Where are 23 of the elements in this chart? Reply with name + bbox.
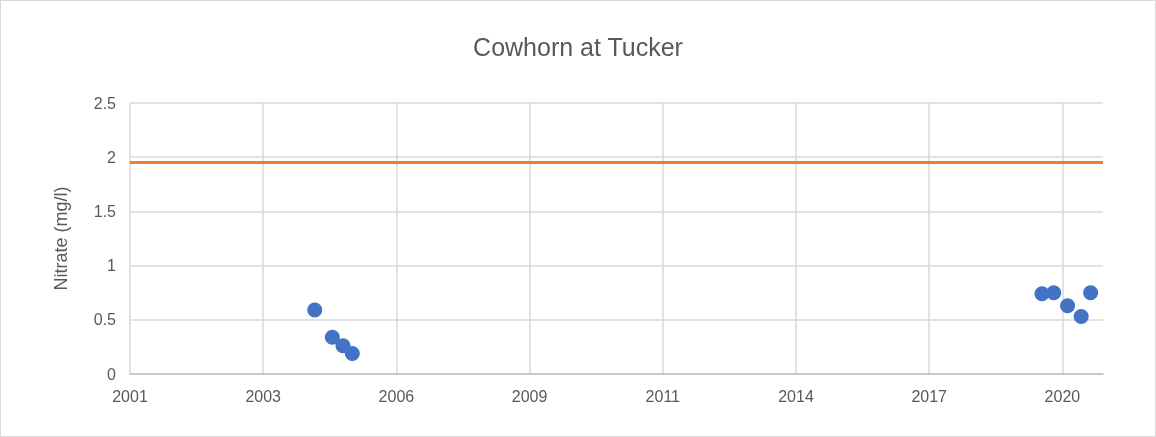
point <box>324 329 340 345</box>
point <box>1060 298 1076 314</box>
y-tick-label: 1 <box>107 257 117 275</box>
y-tick-label: 1.5 <box>93 202 117 220</box>
x-tick-label: 2011 <box>645 387 681 405</box>
y-tick-label: 0 <box>107 365 117 383</box>
x-tick-label: 2020 <box>1044 387 1081 405</box>
x-tick-label: 2014 <box>778 387 814 405</box>
point <box>307 302 323 318</box>
y-axis-title: Nitrate (mg/l) <box>51 186 71 291</box>
x-tick-label: 2006 <box>378 387 415 405</box>
x-tick-label: 2017 <box>911 387 948 405</box>
x-tick-label: 2001 <box>112 387 148 405</box>
x-tick-label: 2009 <box>511 387 548 405</box>
y-tick-label: 2.5 <box>93 94 117 112</box>
point <box>344 345 360 361</box>
point <box>1073 309 1089 325</box>
x-tick-label: 2003 <box>245 387 282 405</box>
chart-title: Cowhorn at Tucker <box>473 32 683 61</box>
point <box>1046 285 1062 301</box>
point <box>1083 285 1099 301</box>
y-tick-label: 2 <box>107 148 117 166</box>
y-tick-label: 0.5 <box>93 311 117 329</box>
